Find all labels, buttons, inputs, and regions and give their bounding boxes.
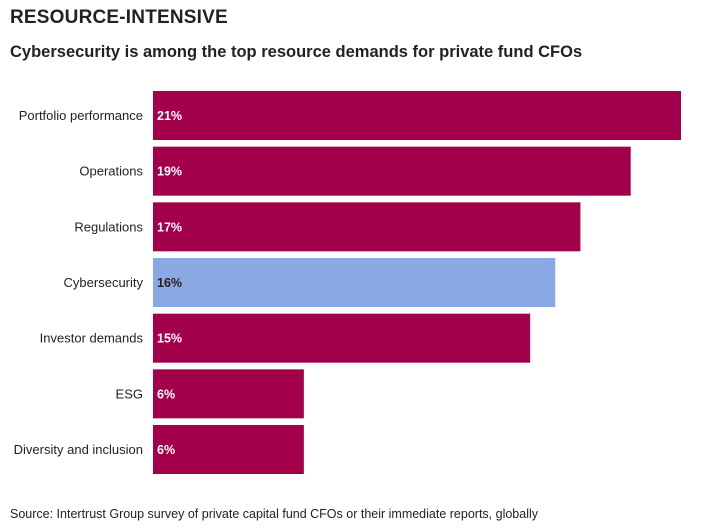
bar-esg	[153, 369, 304, 419]
category-label-operations: Operations	[79, 164, 143, 179]
value-label-investor-demands: 15%	[157, 332, 182, 346]
category-label-esg: ESG	[116, 386, 143, 401]
value-label-esg: 6%	[157, 387, 175, 401]
bar-portfolio-performance	[153, 91, 681, 140]
source-note: Source: Intertrust Group survey of priva…	[10, 507, 539, 521]
value-label-regulations: 17%	[157, 220, 182, 234]
bar-diversity-and-inclusion	[153, 425, 304, 475]
bar-regulations	[153, 202, 581, 252]
category-label-investor-demands: Investor demands	[40, 331, 144, 346]
chart-subtitle: Cybersecurity is among the top resource …	[10, 43, 583, 61]
value-label-operations: 19%	[157, 165, 182, 179]
bar-investor-demands	[153, 313, 531, 363]
value-label-diversity-and-inclusion: 6%	[157, 443, 175, 457]
chart-title: RESOURCE-INTENSIVE	[10, 7, 228, 28]
category-label-cybersecurity: Cybersecurity	[64, 275, 144, 290]
value-label-cybersecurity: 16%	[157, 276, 182, 290]
bar-cybersecurity	[153, 258, 556, 308]
value-label-portfolio-performance: 21%	[157, 109, 182, 123]
bar-operations	[153, 146, 631, 196]
category-label-portfolio-performance: Portfolio performance	[19, 108, 143, 123]
category-label-regulations: Regulations	[74, 219, 143, 234]
category-label-diversity-and-inclusion: Diversity and inclusion	[14, 442, 143, 457]
